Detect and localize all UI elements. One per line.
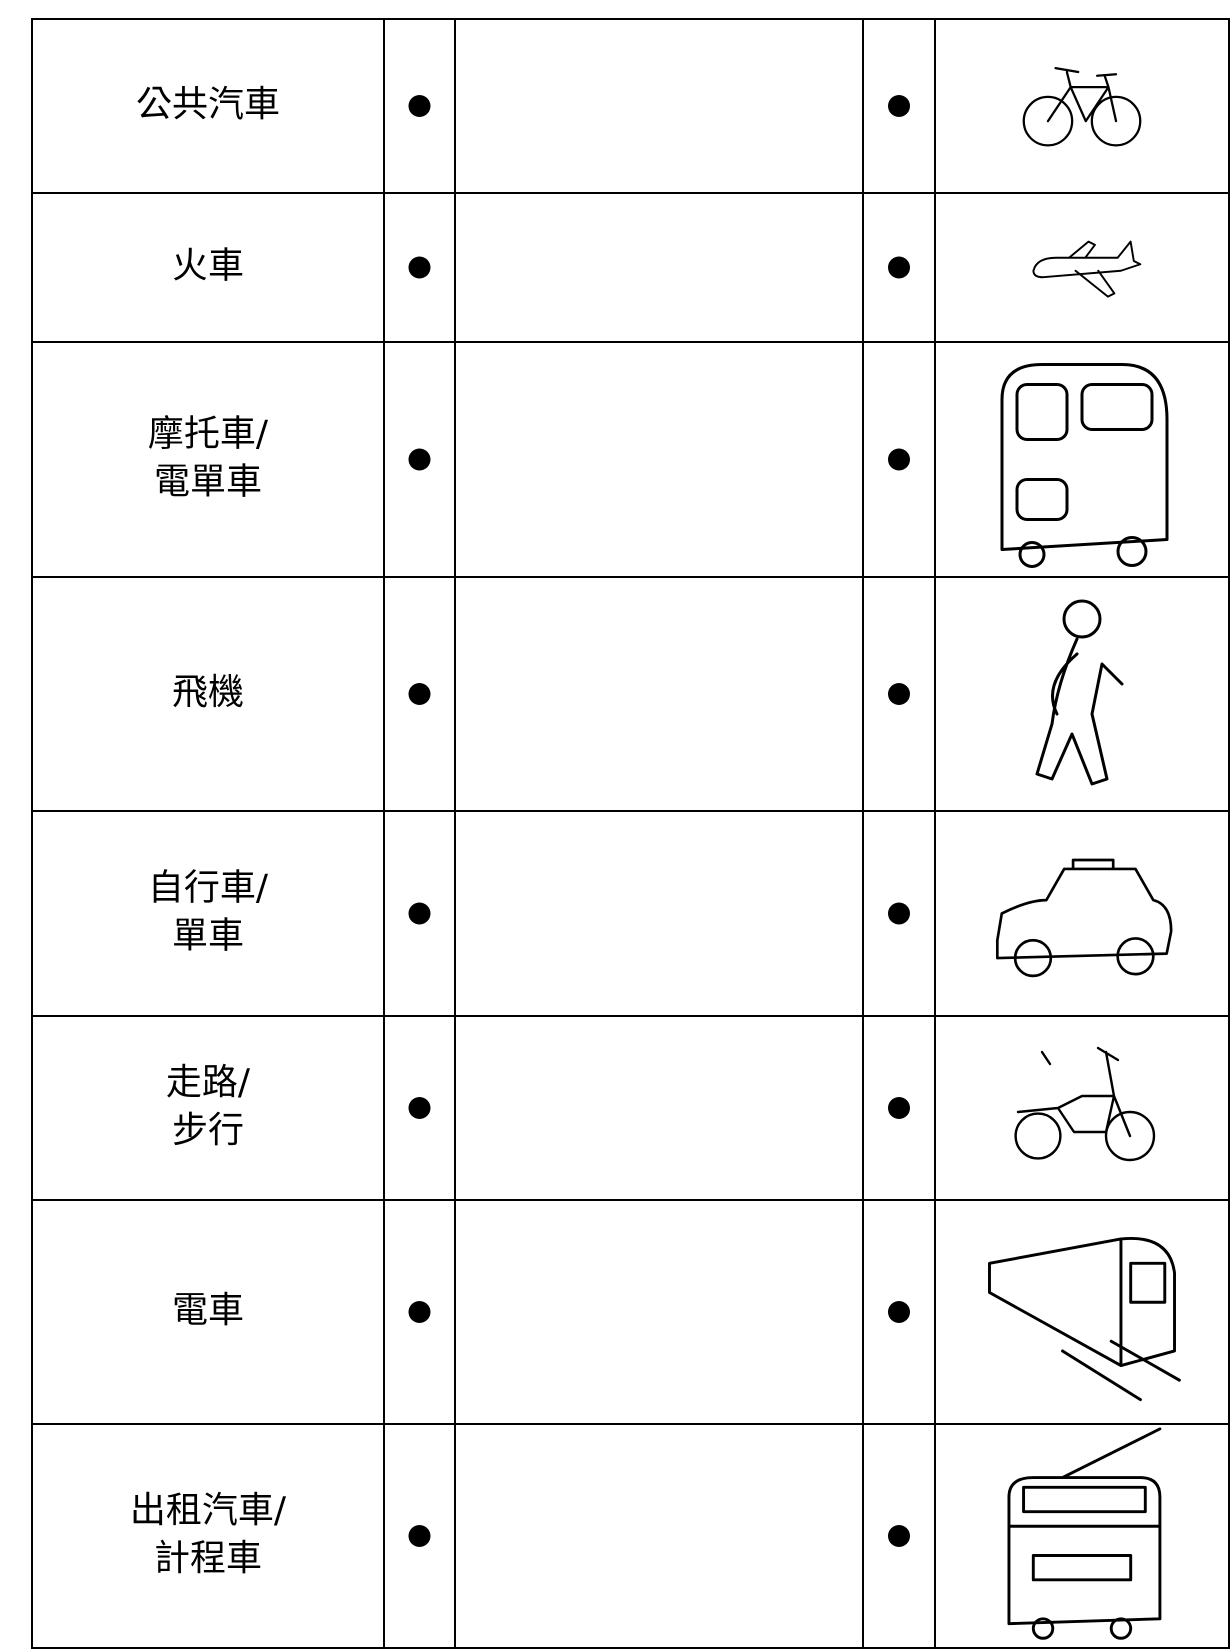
match-dot [408, 95, 431, 117]
body [1035, 637, 1124, 786]
wheel [1109, 1617, 1133, 1640]
match-dot [888, 683, 910, 705]
vehicle-name: 摩托車/ [148, 414, 269, 455]
vehicle-name: 出租汽車/ [130, 1490, 287, 1531]
vehicle-picture [1007, 1427, 1162, 1640]
vehicle-picture [1000, 363, 1169, 568]
table-border [31, 18, 1230, 1649]
plane [1032, 240, 1142, 298]
window [1022, 1485, 1147, 1514]
vehicle-name: 飛機 [172, 672, 244, 713]
head [1062, 599, 1102, 639]
match-dot [408, 1525, 431, 1547]
vehicle-picture [1032, 240, 1142, 298]
track [1061, 1339, 1181, 1402]
vehicle-name: 步行 [172, 1110, 244, 1151]
vehicle-picture [988, 1236, 1181, 1402]
vehicle-picture [995, 858, 1173, 978]
match-dot [888, 95, 910, 117]
match-dot [888, 256, 910, 279]
train [988, 1236, 1176, 1368]
wheel [1116, 536, 1148, 567]
wheel [1104, 1110, 1156, 1162]
bus [1000, 363, 1169, 551]
taxi [995, 858, 1173, 960]
wheel [1014, 1112, 1062, 1160]
wheel [1013, 938, 1053, 978]
match-dot [408, 1097, 431, 1119]
frame [1016, 1046, 1132, 1138]
vehicle-name: 火車 [172, 246, 244, 287]
wheel [1022, 95, 1074, 147]
frame [1046, 67, 1118, 123]
vehicle-name: 走路/ [166, 1062, 251, 1103]
match-dot [408, 256, 431, 279]
window [1031, 1554, 1133, 1582]
match-dot [888, 902, 910, 925]
vehicle-name: 單車 [172, 916, 244, 957]
window [1015, 478, 1069, 521]
vehicle-name: 公共汽車 [136, 84, 280, 125]
vehicle-name: 電單車 [154, 462, 262, 503]
match-dot [408, 902, 431, 925]
vehicle-picture [1035, 599, 1124, 786]
match-dot [888, 1525, 910, 1547]
window [1129, 1261, 1167, 1304]
match-dot [408, 683, 431, 705]
vehicle-name: 計程車 [154, 1538, 262, 1579]
match-dot [888, 448, 910, 471]
match-dot [888, 1301, 910, 1323]
vehicle-picture [1014, 1046, 1156, 1162]
match-dot [408, 448, 431, 471]
wheel [1031, 1617, 1055, 1640]
match-dot [888, 1097, 910, 1119]
window [1080, 383, 1154, 431]
vehicle-name: 自行車/ [148, 868, 269, 909]
wheel [1090, 95, 1142, 147]
window [1015, 383, 1069, 441]
vehicle-picture [1022, 67, 1142, 147]
wheel [1116, 937, 1155, 976]
vehicle-name: 電車 [172, 1290, 244, 1331]
wheel [1018, 541, 1046, 568]
tram [1007, 1427, 1162, 1626]
match-dot [408, 1301, 431, 1323]
